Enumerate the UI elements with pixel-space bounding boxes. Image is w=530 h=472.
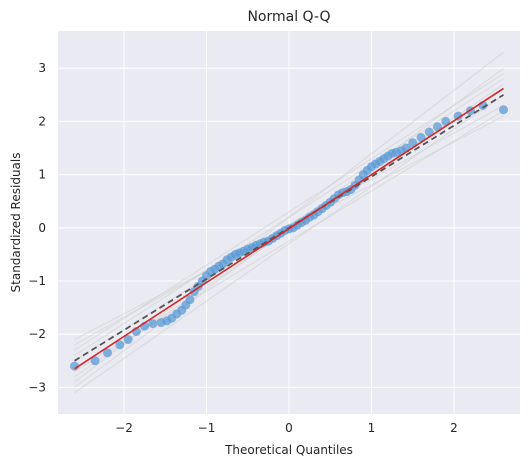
chart-title: Normal Q-Q: [247, 9, 330, 25]
y-tick-label: 3: [38, 61, 46, 75]
y-tick-label: −3: [28, 380, 46, 394]
x-tick-label: 1: [368, 421, 376, 435]
y-tick-label: 0: [38, 221, 46, 235]
residual-point: [453, 111, 463, 121]
envelope-line: [74, 94, 504, 394]
residual-point: [433, 122, 442, 132]
fit-line: [74, 87, 504, 370]
residual-point: [416, 132, 426, 142]
residual-point: [185, 295, 195, 305]
envelope-line: [74, 78, 504, 356]
x-tick-label: 2: [450, 421, 458, 435]
x-tick-label: 0: [285, 421, 293, 435]
residual-point: [103, 348, 112, 358]
fit-lines: [74, 87, 504, 370]
y-tick-label: 2: [38, 114, 46, 128]
residual-point: [115, 340, 125, 350]
residual-point: [441, 116, 451, 126]
residual-point: [90, 356, 100, 366]
x-tick-label: −2: [115, 421, 133, 435]
residual-point: [148, 319, 158, 329]
residual-point: [424, 127, 434, 137]
residual-point: [408, 138, 418, 148]
tick-labels: −2 −1 0 1 2 −3 −2 −1 0 1 2 3: [28, 61, 458, 435]
residual-points: [70, 100, 508, 371]
x-axis-label: Theoretical Quantiles: [224, 443, 353, 457]
y-tick-label: −2: [28, 327, 46, 341]
residual-point: [123, 335, 133, 345]
x-tick-label: −1: [198, 421, 216, 435]
y-axis-label: Standardized Residuals: [9, 153, 23, 293]
residual-point: [70, 361, 79, 371]
envelope-line: [74, 73, 504, 351]
y-tick-label: 1: [38, 168, 46, 182]
residual-point: [499, 105, 508, 115]
y-tick-label: −1: [28, 274, 46, 288]
